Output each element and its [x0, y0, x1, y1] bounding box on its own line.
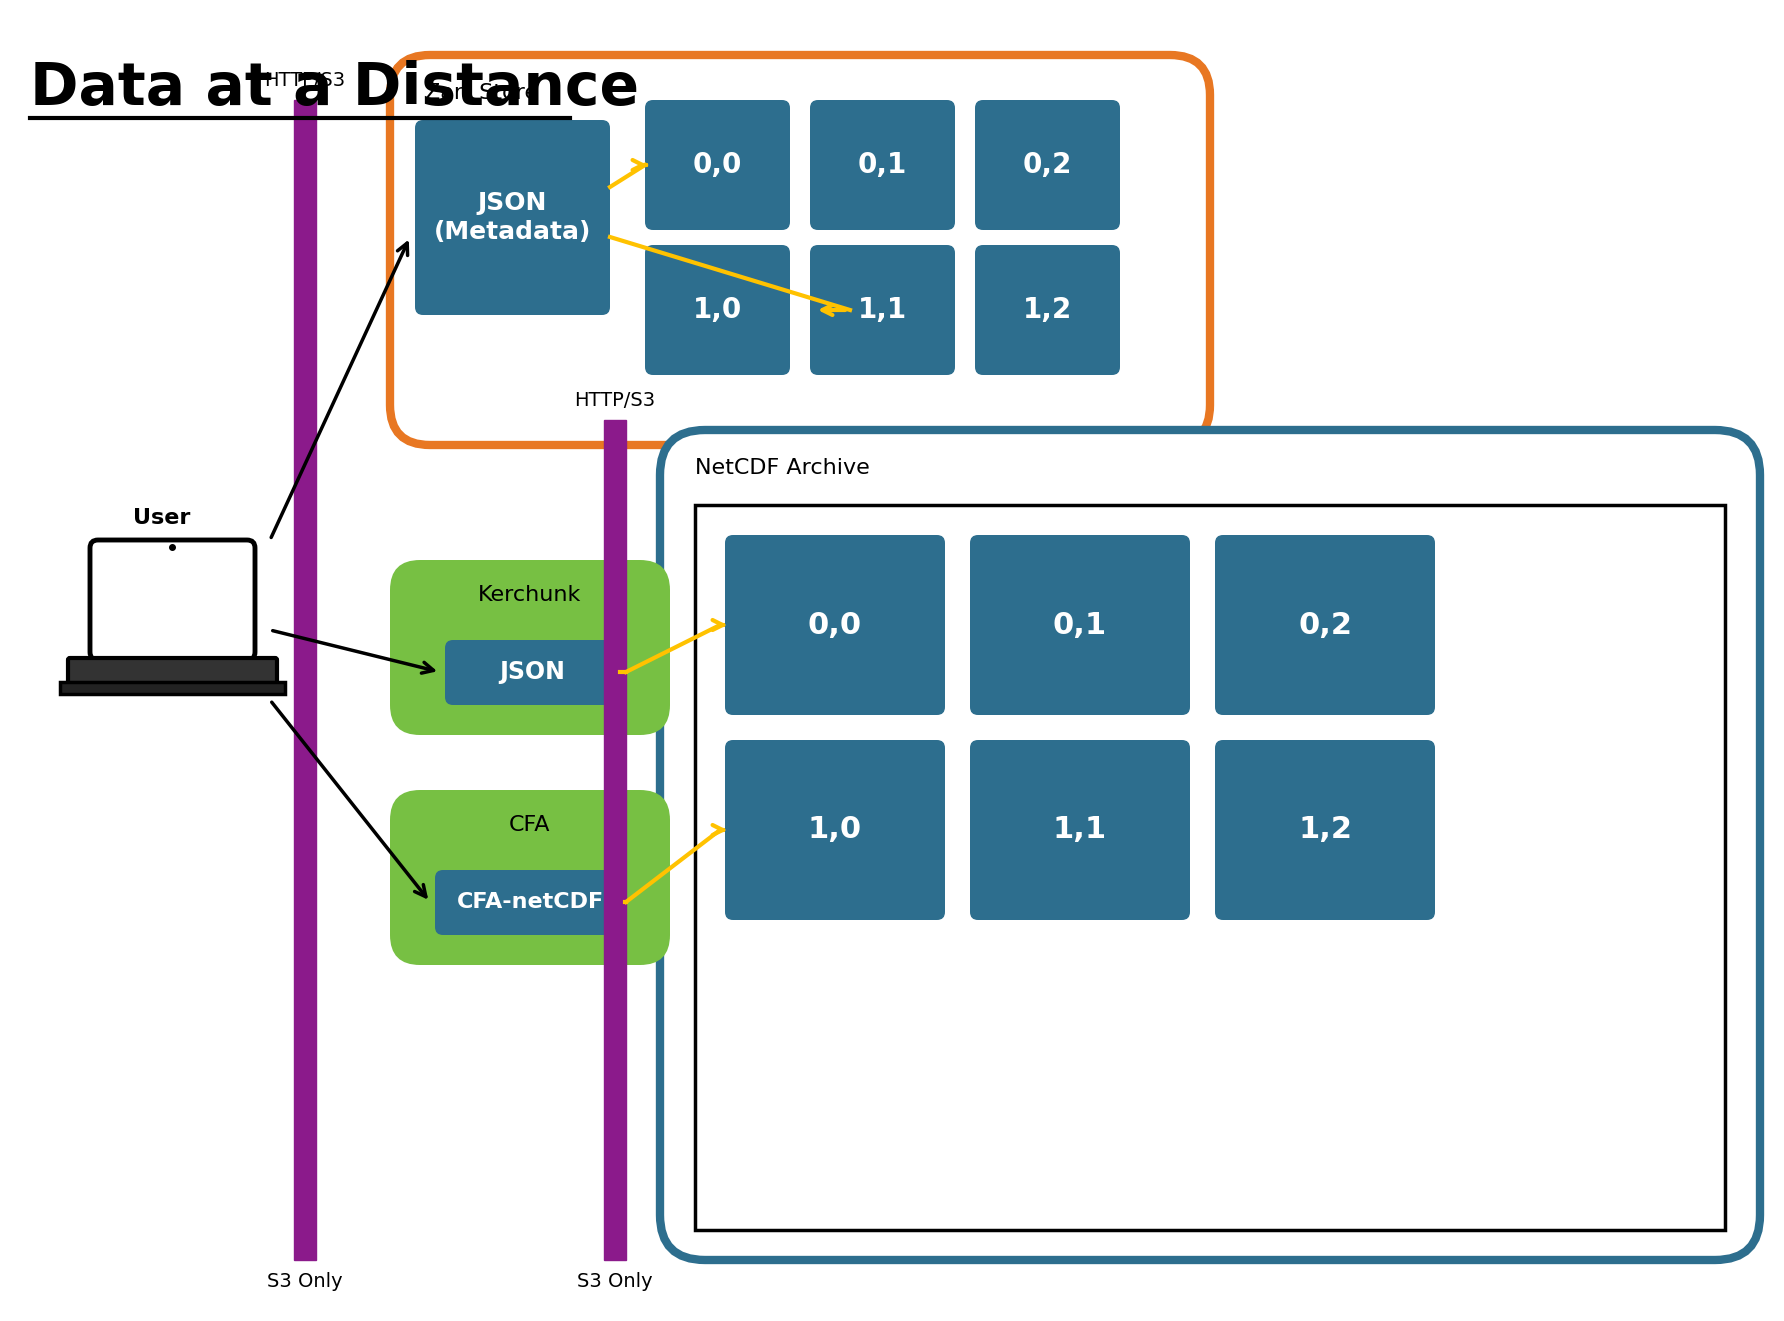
FancyBboxPatch shape	[391, 55, 1210, 445]
Text: CFA-netCDF: CFA-netCDF	[457, 893, 603, 913]
Text: 0,1: 0,1	[858, 151, 906, 180]
FancyBboxPatch shape	[976, 244, 1120, 375]
FancyBboxPatch shape	[416, 120, 610, 314]
FancyBboxPatch shape	[646, 244, 790, 375]
Text: Data at a Distance: Data at a Distance	[30, 59, 639, 118]
FancyBboxPatch shape	[810, 100, 954, 230]
FancyBboxPatch shape	[1215, 740, 1434, 919]
Text: Kerchunk: Kerchunk	[478, 585, 582, 605]
Bar	[61, 682, 285, 694]
FancyBboxPatch shape	[970, 740, 1190, 919]
Text: 0,2: 0,2	[1022, 151, 1072, 180]
Bar	[98, 548, 246, 649]
Text: 1,0: 1,0	[692, 296, 742, 324]
Text: 1,1: 1,1	[858, 296, 906, 324]
Text: 0,1: 0,1	[1053, 610, 1108, 639]
FancyBboxPatch shape	[68, 658, 277, 684]
FancyBboxPatch shape	[1215, 535, 1434, 715]
Text: 1,2: 1,2	[1022, 296, 1072, 324]
Text: 0,2: 0,2	[1299, 610, 1352, 639]
Text: S3 Only: S3 Only	[578, 1272, 653, 1291]
Text: 1,1: 1,1	[1053, 815, 1108, 844]
FancyBboxPatch shape	[976, 100, 1120, 230]
Text: Zarr Store: Zarr Store	[425, 83, 539, 103]
Text: 1,0: 1,0	[808, 815, 862, 844]
Text: 0,0: 0,0	[692, 151, 742, 180]
FancyBboxPatch shape	[660, 431, 1761, 1260]
FancyBboxPatch shape	[724, 740, 946, 919]
Text: HTTP/S3: HTTP/S3	[574, 391, 655, 410]
Text: 1,2: 1,2	[1299, 815, 1352, 844]
FancyBboxPatch shape	[646, 100, 790, 230]
Text: 0,0: 0,0	[808, 610, 862, 639]
Text: JSON
(Metadata): JSON (Metadata)	[434, 190, 591, 244]
Text: NetCDF Archive: NetCDF Archive	[696, 458, 871, 478]
Text: S3 Only: S3 Only	[268, 1272, 343, 1291]
Bar	[696, 505, 1725, 1230]
Text: HTTP/S3: HTTP/S3	[264, 71, 346, 90]
Text: CFA: CFA	[508, 815, 551, 835]
FancyBboxPatch shape	[391, 790, 671, 966]
FancyBboxPatch shape	[444, 639, 621, 705]
FancyBboxPatch shape	[970, 535, 1190, 715]
Bar	[294, 100, 316, 1260]
Bar	[605, 420, 626, 1260]
FancyBboxPatch shape	[89, 540, 255, 660]
FancyBboxPatch shape	[724, 535, 946, 715]
Text: User: User	[134, 509, 191, 528]
FancyBboxPatch shape	[435, 871, 624, 935]
Text: JSON: JSON	[500, 660, 566, 684]
FancyBboxPatch shape	[810, 244, 954, 375]
FancyBboxPatch shape	[391, 560, 671, 734]
